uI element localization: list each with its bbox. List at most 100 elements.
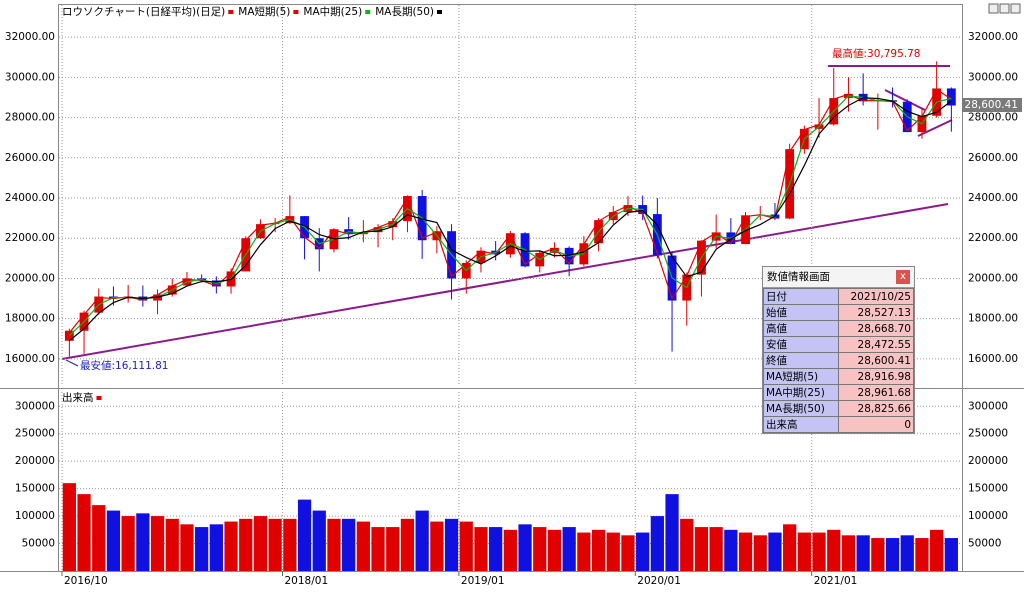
y-tick-label: 250000 [15, 428, 55, 440]
info-title-text: 数値情報画面 [767, 271, 830, 283]
volume-bar [827, 529, 841, 571]
info-row: MA中期(25) 28,961.68 [763, 384, 914, 401]
info-row: 終値 28,600.41 [763, 352, 914, 369]
y-tick-label: 16000.00 [968, 353, 1018, 365]
info-label: 始値 [763, 304, 839, 321]
info-label: 終値 [763, 352, 839, 369]
y-tick-label: 32000.00 [5, 31, 55, 43]
y-tick-label: 16000.00 [5, 353, 55, 365]
info-label: 出来高 [763, 416, 839, 433]
volume-bar [444, 518, 459, 571]
y-tick-label: 18000.00 [968, 313, 1018, 325]
volume-bar [106, 510, 121, 571]
volume-bar [738, 532, 753, 571]
info-row: 出来高 0 [763, 416, 914, 433]
volume-bar [562, 527, 576, 571]
y-tick-label: 26000.00 [968, 152, 1018, 164]
y-tick-label: 100000 [968, 510, 1008, 522]
volume-bar [150, 516, 165, 571]
x-tick-label: 2019/01 [461, 575, 505, 587]
info-row: 日付 2021/10/25 [763, 288, 914, 305]
volume-bar [944, 538, 958, 571]
volume-bar [327, 518, 341, 571]
y-tick-label: 24000.00 [968, 192, 1018, 204]
button[interactable] [1010, 3, 1021, 14]
info-value: 2021/10/25 [838, 288, 914, 305]
close-button[interactable]: x [896, 270, 910, 284]
info-label: MA中期(25) [763, 384, 839, 401]
trendline [61, 203, 949, 360]
y-tick-label: 20000.00 [5, 272, 55, 284]
y-tick-label: 30000.00 [968, 71, 1018, 83]
volume-bar [165, 518, 179, 571]
volume-bar [621, 535, 635, 571]
info-title: 数値情報画面 x [763, 267, 914, 288]
volume-bar [533, 527, 547, 571]
volume-bar [371, 527, 385, 571]
volume-bar [489, 527, 503, 571]
legend-swatch [437, 10, 442, 14]
volume-bar [900, 535, 914, 571]
x-tick-label: 2021/01 [814, 575, 858, 587]
volume-bar [297, 499, 312, 571]
volume-bar [474, 527, 488, 571]
ma-line [68, 88, 952, 334]
volume-bar [606, 532, 620, 571]
info-label: 安値 [763, 336, 839, 353]
volume-bar [77, 494, 91, 571]
y-tick-label: 28000.00 [5, 112, 55, 124]
legend-swatch [228, 10, 234, 14]
x-tick-label: 2020/01 [637, 575, 681, 587]
volume-bar [841, 535, 856, 571]
volume-bar [209, 524, 223, 571]
volume-bar [871, 538, 885, 571]
y-tick-label: 200000 [15, 455, 55, 467]
y-tick-label: 26000.00 [5, 152, 55, 164]
info-value: 28,961.68 [838, 384, 914, 401]
volume-bar [915, 538, 929, 571]
trendline [884, 89, 926, 111]
volume-bar [753, 535, 767, 571]
volume-bar [459, 521, 473, 571]
volume-bar [195, 527, 209, 571]
volume-bar [268, 518, 282, 571]
volume-bar [680, 518, 694, 571]
high-annotation: 最高値:30,795.78 [832, 47, 920, 60]
info-row: 始値 28,527.13 [763, 304, 914, 321]
y-tick-label: 300000 [15, 400, 55, 412]
legend-swatch [96, 396, 102, 400]
info-row: MA長期(50) 28,825.66 [763, 400, 914, 417]
ma-line [68, 95, 952, 337]
volume-bar [356, 521, 370, 571]
volume-bar [386, 527, 400, 571]
volume-bar [768, 532, 782, 571]
volume-bar [930, 529, 944, 571]
x-tick-label: 2018/01 [285, 575, 329, 587]
volume-bar [812, 532, 826, 571]
annotation-leader [65, 359, 79, 367]
volume-bar [62, 483, 76, 571]
trendline [917, 119, 953, 137]
window-buttons [988, 3, 1021, 14]
info-row: 安値 28,472.55 [763, 336, 914, 353]
y-tick-label: 200000 [968, 455, 1008, 467]
volume-bar [650, 516, 664, 571]
legend-label: 出来高 [62, 391, 94, 404]
volume-bar [415, 510, 429, 571]
volume-bar [342, 518, 356, 571]
y-tick-label: 20000.00 [968, 272, 1018, 284]
legend-label: ロウソクチャート(日経平均)(日足) [62, 5, 225, 18]
volume-bar [518, 524, 532, 571]
volume-bar [547, 529, 562, 571]
y-tick-label: 24000.00 [5, 192, 55, 204]
info-label: 高値 [763, 320, 839, 337]
button[interactable] [988, 3, 999, 14]
info-label: MA長期(50) [763, 400, 839, 417]
legend-swatch [365, 10, 371, 14]
volume-bar [430, 521, 444, 571]
y-tick-label: 150000 [968, 483, 1008, 495]
button[interactable] [999, 3, 1010, 14]
volume-bar [709, 527, 723, 571]
info-value: 28,916.98 [838, 368, 914, 385]
